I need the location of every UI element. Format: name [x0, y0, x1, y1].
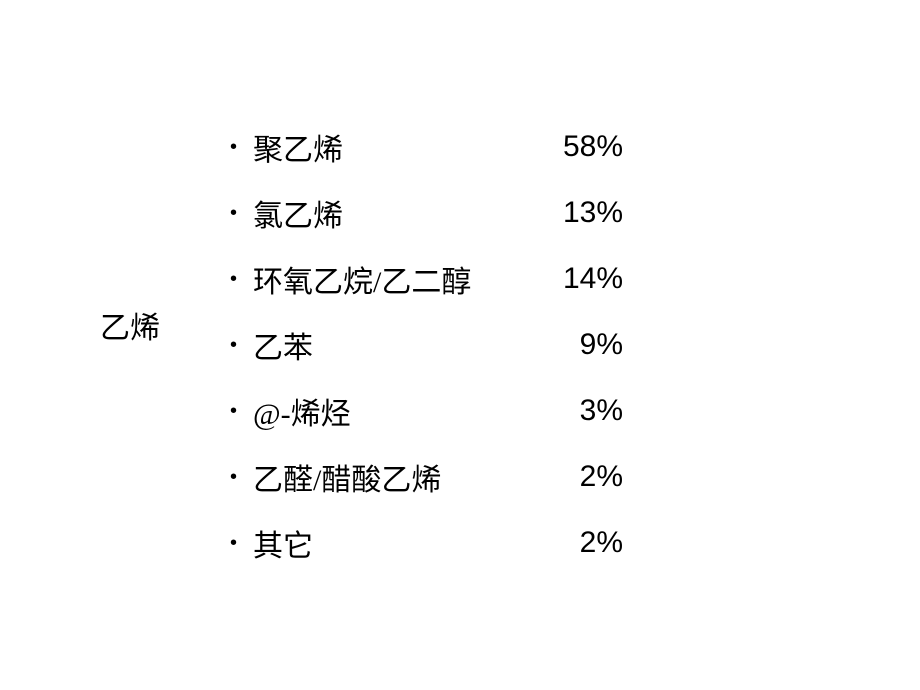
item-value: 2%: [533, 460, 623, 494]
item-value: 13%: [533, 196, 623, 230]
list-item: • 聚乙烯 58%: [230, 125, 623, 169]
item-name: 聚乙烯: [253, 125, 533, 169]
bullet-icon: •: [230, 268, 237, 291]
category-label: 乙烯: [100, 303, 160, 347]
bullet-icon: •: [230, 532, 237, 555]
item-value: 3%: [533, 394, 623, 428]
bullet-icon: •: [230, 466, 237, 489]
item-value: 9%: [533, 328, 623, 362]
item-value: 14%: [533, 262, 623, 296]
products-list: • 聚乙烯 58% • 氯乙烯 13% • 环氧乙烷/乙二醇 14% • 乙苯 …: [230, 125, 623, 565]
item-name: 其它: [253, 521, 533, 565]
list-item: • 环氧乙烷/乙二醇 14%: [230, 257, 623, 301]
bullet-icon: •: [230, 202, 237, 225]
bullet-icon: •: [230, 136, 237, 159]
item-name: @-烯烃: [253, 389, 533, 433]
item-name: 氯乙烯: [253, 191, 533, 235]
item-value: 58%: [533, 130, 623, 164]
slide-container: 乙烯 • 聚乙烯 58% • 氯乙烯 13% • 环氧乙烷/乙二醇 14% • …: [0, 0, 920, 690]
list-item: • @-烯烃 3%: [230, 389, 623, 433]
list-item: • 乙苯 9%: [230, 323, 623, 367]
list-item: • 乙醛/醋酸乙烯 2%: [230, 455, 623, 499]
item-value: 2%: [533, 526, 623, 560]
bullet-icon: •: [230, 334, 237, 357]
item-name: 乙苯: [253, 323, 533, 367]
list-item: • 其它 2%: [230, 521, 623, 565]
list-item: • 氯乙烯 13%: [230, 191, 623, 235]
item-name: 乙醛/醋酸乙烯: [253, 455, 533, 499]
item-name: 环氧乙烷/乙二醇: [253, 257, 533, 301]
bullet-icon: •: [230, 400, 237, 423]
